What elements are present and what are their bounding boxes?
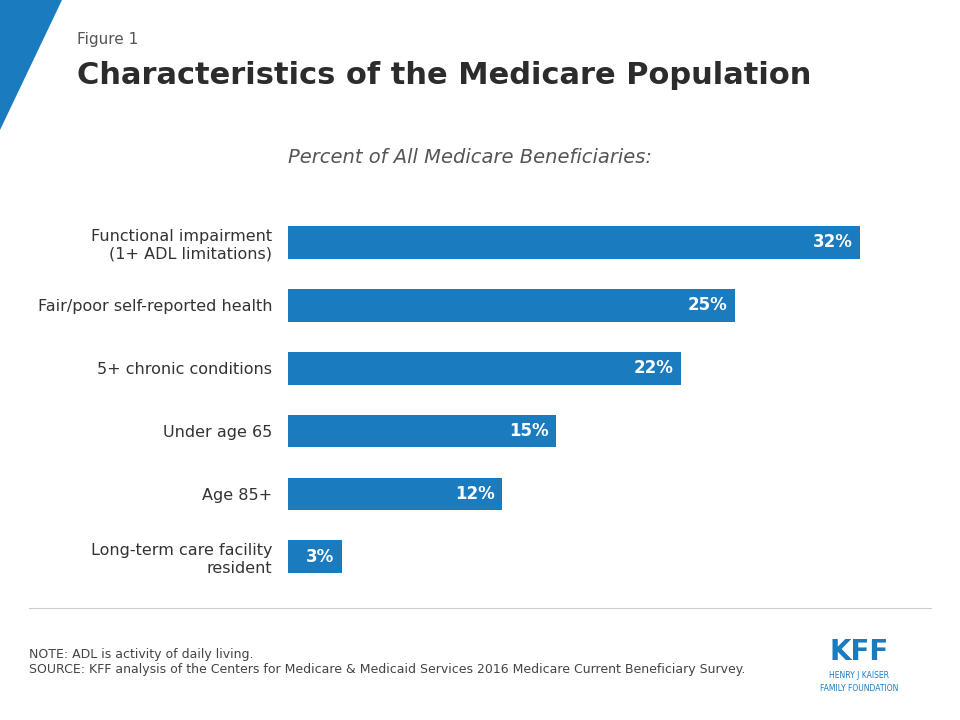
- Text: 15%: 15%: [509, 422, 549, 440]
- Text: Percent of All Medicare Beneficiaries:: Percent of All Medicare Beneficiaries:: [288, 148, 652, 166]
- Bar: [288, 541, 342, 573]
- Bar: [288, 226, 860, 258]
- Text: Figure 1: Figure 1: [77, 32, 138, 48]
- Text: 32%: 32%: [813, 233, 852, 251]
- Bar: [288, 477, 502, 510]
- Bar: [288, 289, 734, 322]
- Text: HENRY J KAISER
FAMILY FOUNDATION: HENRY J KAISER FAMILY FOUNDATION: [820, 671, 899, 693]
- Text: 25%: 25%: [687, 297, 728, 315]
- Bar: [288, 352, 681, 384]
- Text: 12%: 12%: [455, 485, 495, 503]
- Text: Characteristics of the Medicare Population: Characteristics of the Medicare Populati…: [77, 61, 811, 90]
- Text: KFF: KFF: [829, 638, 889, 666]
- Bar: [288, 415, 556, 447]
- Text: 3%: 3%: [306, 548, 334, 566]
- Text: NOTE: ADL is activity of daily living.
SOURCE: KFF analysis of the Centers for M: NOTE: ADL is activity of daily living. S…: [29, 648, 745, 676]
- Text: 22%: 22%: [634, 359, 674, 377]
